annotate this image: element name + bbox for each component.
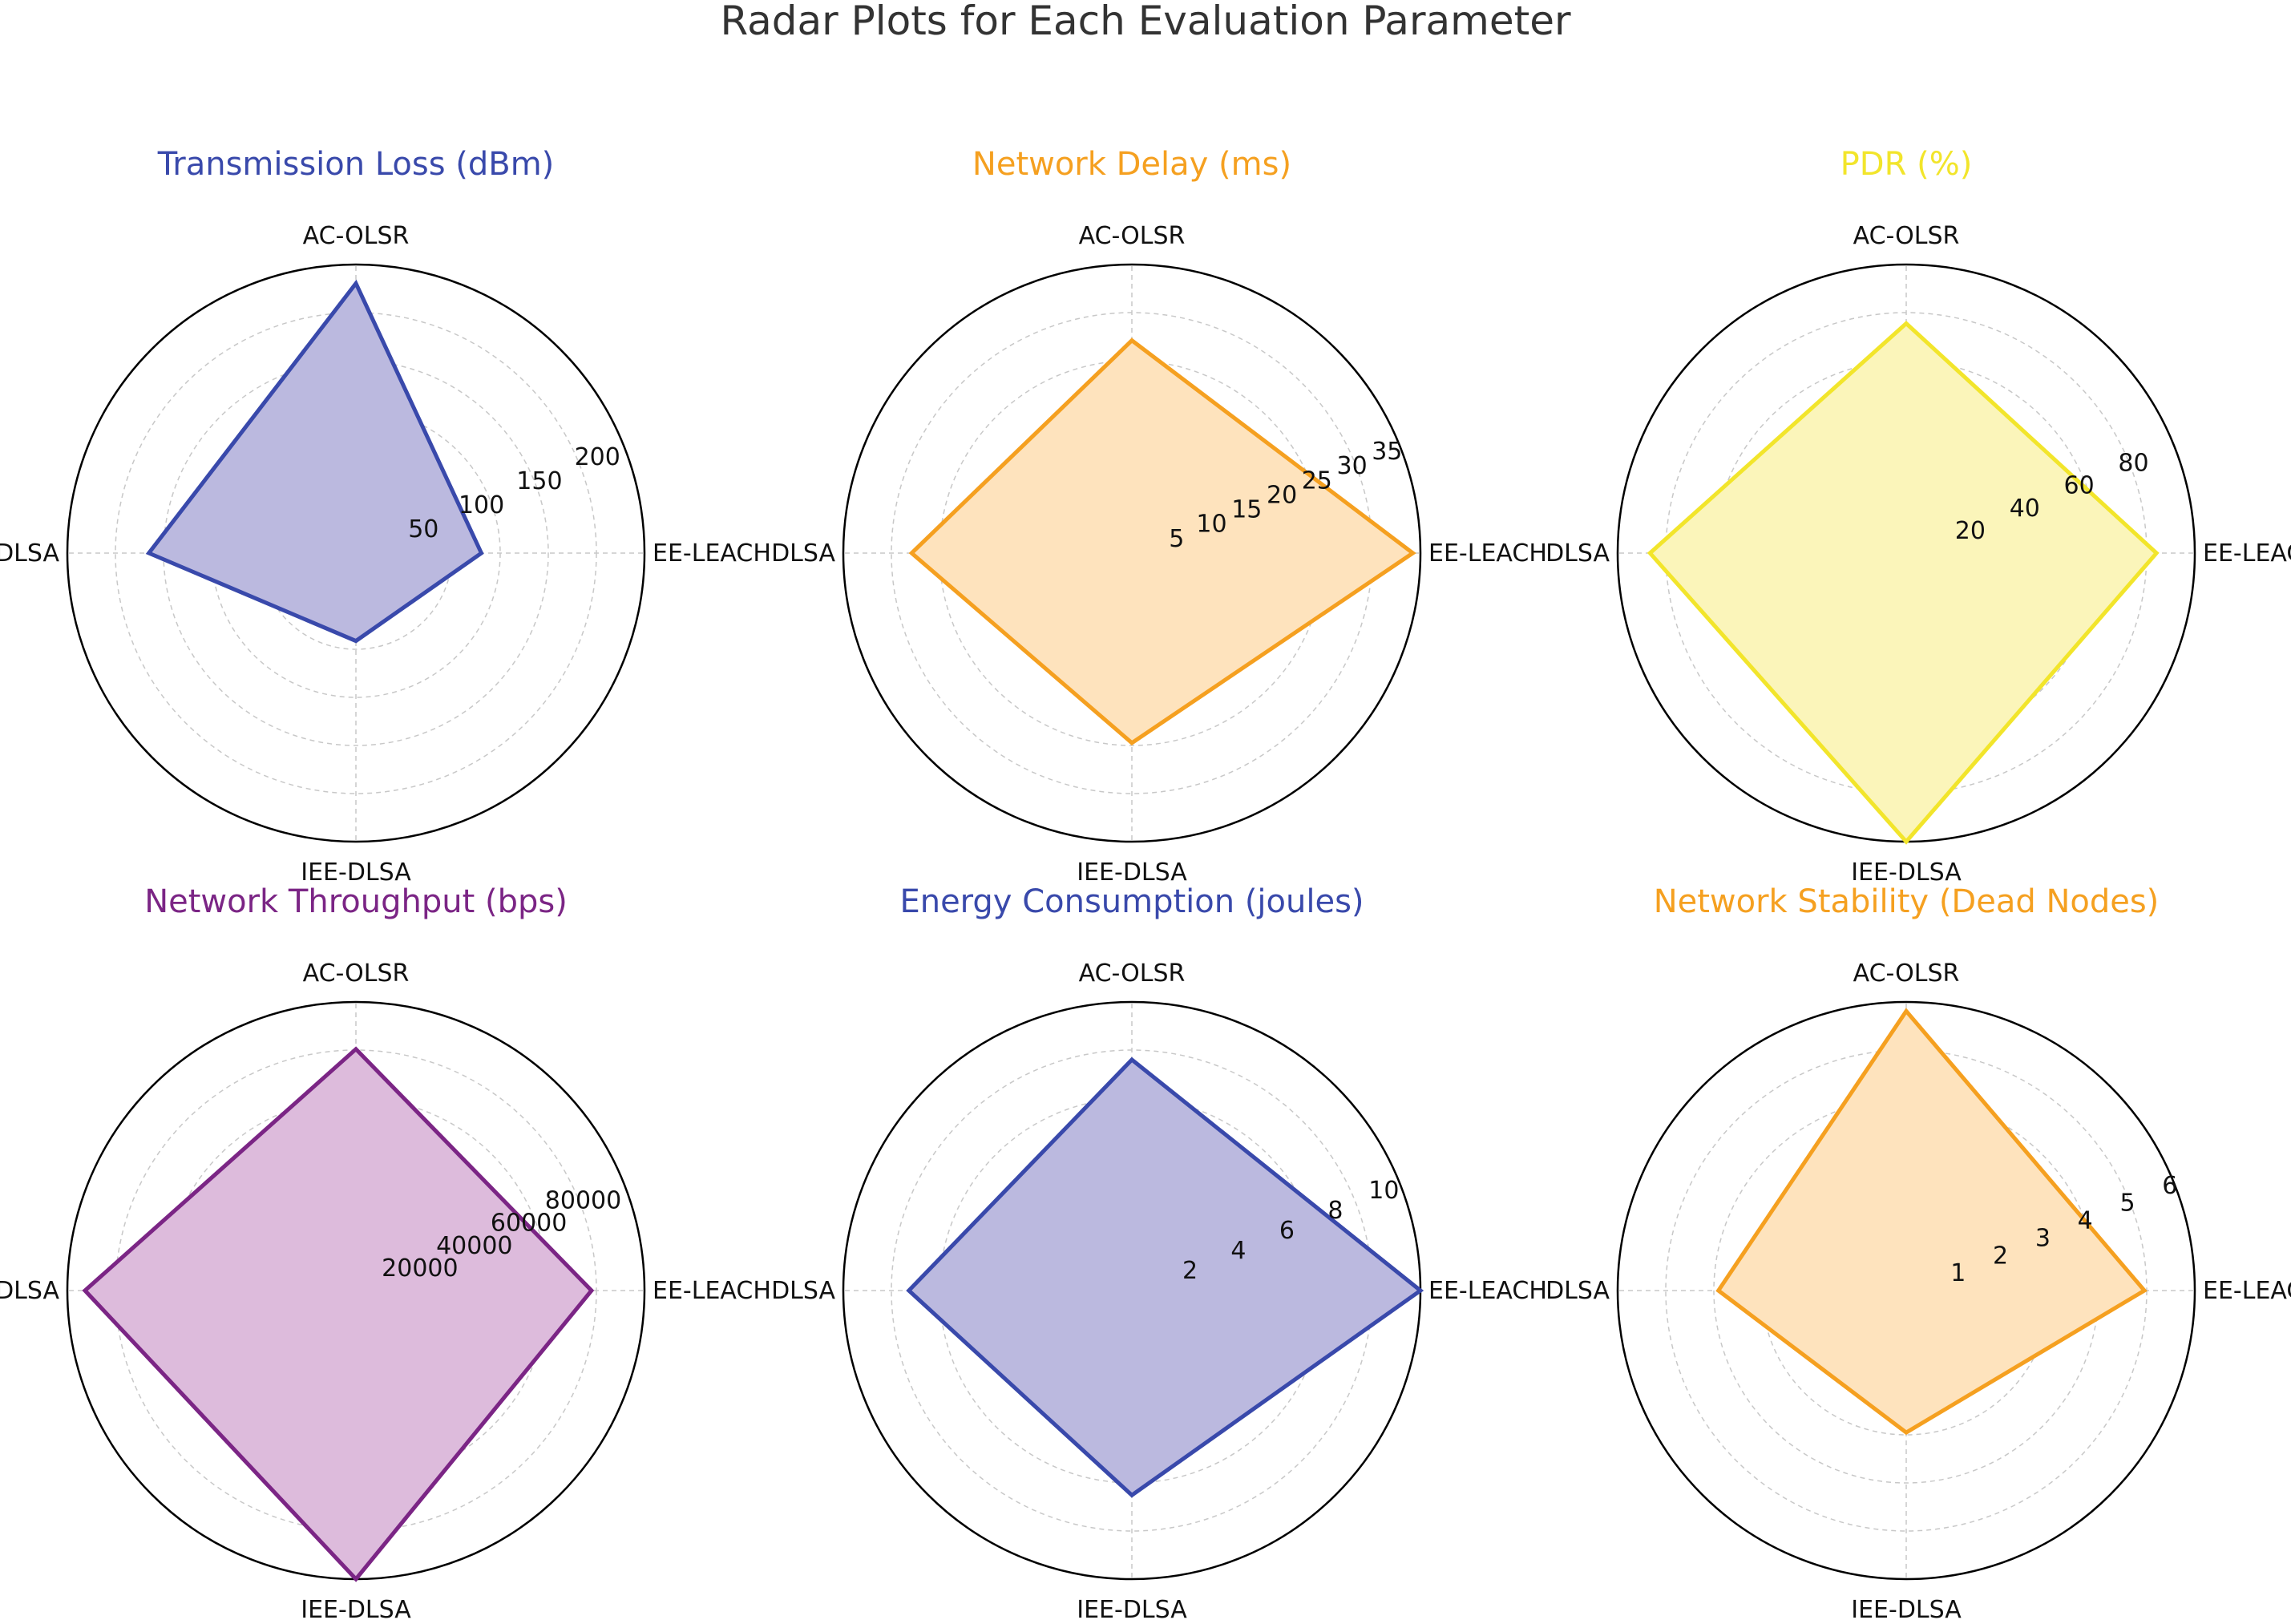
radar-charts: Transmission Loss (dBm) 50 100 150 200 EE-LEA… [0,146,2291,1624]
outer-frame [1616,1000,2196,1581]
figure-title: Radar Plots for Each Evaluation Paramete… [720,0,1571,44]
category-label: DLSA [1546,539,1610,568]
radial-tick-label: 80 [2118,450,2148,478]
radial-tick-label: 100 [459,491,504,519]
radar-chart-1: Transmission Loss (dBm) 50 100 150 200 EE-LEA… [0,146,771,887]
category-label: EE-LEACH [1428,539,1547,568]
radial-tick-label: 50 [408,515,438,543]
chart-title: Network Throughput (bps) [144,883,568,920]
category-label: IEE-DLSA [301,858,411,887]
category-label: AC-OLSR [1079,222,1186,250]
radial-tick-label: 200 [575,443,620,471]
radial-tick-label: 2 [1993,1242,2008,1270]
radial-tick-label: 3 [2035,1224,2051,1252]
chart-title: Transmission Loss (dBm) [157,146,555,183]
data-area [1650,323,2157,842]
category-label: IEE-DLSA [1851,858,1962,887]
radial-tick-label: 2 [1182,1257,1198,1285]
radial-tick-label: 6 [1279,1217,1295,1245]
category-label: IEE-DLSA [1077,858,1187,887]
radial-tick-label: 8 [1327,1197,1343,1225]
chart-title: PDR (%) [1840,146,1973,183]
category-label: IEE-DLSA [1851,1596,1962,1624]
radial-tick-label: 150 [516,467,562,495]
category-label: EE-LEACH [1428,1277,1547,1305]
data-area [911,340,1413,743]
category-label: DLSA [0,539,59,568]
radial-tick-label: 20 [1955,517,1986,545]
category-label: DLSA [771,1277,835,1305]
category-label: EE-LEACH [2203,1277,2291,1305]
category-label: IEE-DLSA [1077,1596,1187,1624]
radial-tick-label: 5 [1169,525,1184,553]
category-label: DLSA [771,539,835,568]
category-label: DLSA [1546,1277,1610,1305]
data-area [148,283,482,641]
radial-tick-label: 35 [1372,438,1402,466]
radial-tick-label: 10 [1196,511,1226,539]
radial-tick-label: 60 [2064,472,2095,500]
radial-tick-label: 10 [1368,1177,1399,1205]
data-area [1718,1011,2145,1433]
chart-title: Energy Consumption (joules) [899,883,1364,920]
outer-frame [66,263,646,843]
radial-tick-label: 80000 [545,1187,621,1215]
radial-tick-label: 60000 [491,1210,567,1238]
chart-title: Network Stability (Dead Nodes) [1654,883,2160,920]
category-label: EE-LEACH [2203,539,2291,568]
category-label: AC-OLSR [303,959,410,988]
radial-tick-label: 15 [1231,496,1262,524]
data-area [85,1048,592,1579]
category-label: AC-OLSR [1853,959,1960,988]
chart-title: Network Delay (ms) [972,146,1291,183]
category-label: EE-LEACH [653,1277,771,1305]
category-label: IEE-DLSA [301,1596,411,1624]
radar-chart-5: Energy Consumption (joules) 2 4 6 8 10 EE-LEAC… [771,883,1547,1624]
radial-tick-label: 1 [1950,1259,1966,1287]
radial-tick-label: 40 [2010,495,2040,523]
radar-chart-3: PDR (%) 20 40 60 80 EE-LEACH AC-OLSR DLSA IEE-DL… [1546,146,2291,887]
data-area [908,1060,1420,1496]
radar-chart-4: Network Throughput (bps) 2000040000600008… [0,883,771,1624]
category-label: AC-OLSR [1079,959,1186,988]
radial-tick-label: 20 [1267,482,1297,510]
radial-tick-label: 6 [2162,1172,2177,1200]
category-label: AC-OLSR [1853,222,1960,250]
category-label: EE-LEACH [653,539,771,568]
radial-tick-label: 4 [1230,1237,1246,1265]
radial-tick-label: 25 [1302,467,1332,495]
outer-frame [842,263,1422,843]
radial-tick-label: 20000 [382,1254,458,1283]
category-label: AC-OLSR [303,222,410,250]
radial-tick-label: 40000 [436,1232,512,1260]
category-label: DLSA [0,1277,59,1305]
radial-tick-label: 30 [1337,452,1368,480]
radial-tick-label: 5 [2119,1190,2135,1218]
radial-tick-label: 4 [2078,1207,2093,1235]
